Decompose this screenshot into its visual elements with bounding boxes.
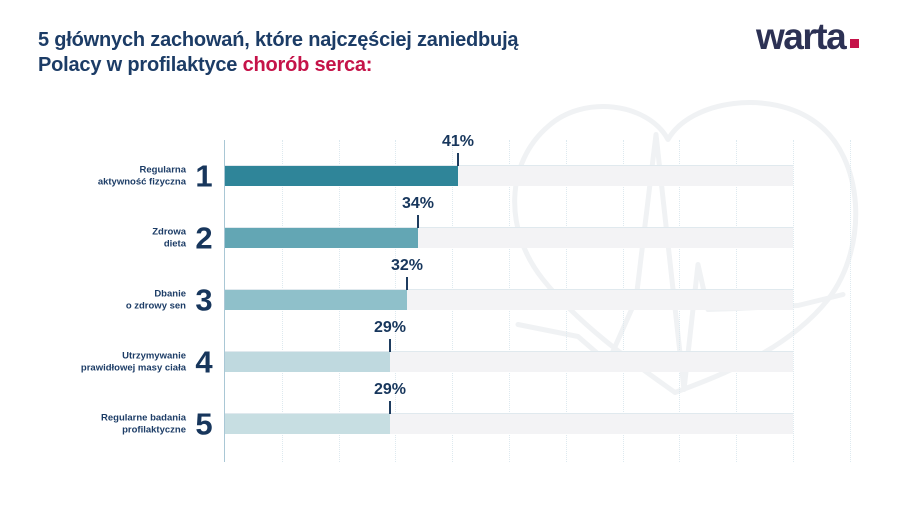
logo-text: warta: [756, 16, 847, 57]
rank-number: 2: [195, 220, 213, 256]
value-label: 34%: [401, 195, 435, 212]
rank-number: 5: [195, 406, 213, 442]
gridline: [850, 140, 851, 462]
value-tick: [389, 339, 391, 352]
value-label: 32%: [390, 257, 424, 274]
title-line1: 5 głównych zachowań, które najczęściej z…: [38, 29, 519, 51]
chart-row: Regularne badania profilaktyczne 5 29%: [0, 381, 900, 440]
chart-row: Utrzymywanie prawidłowej masy ciała 4 29%: [0, 319, 900, 378]
title-line2: Polacy w profilaktyce chorób serca:: [38, 54, 373, 76]
axis-line: [224, 140, 225, 462]
bar: [225, 352, 390, 372]
value-tick: [389, 401, 391, 414]
value-tick: [406, 277, 408, 290]
chart-row: Regularna aktywność fizyczna 1 41%: [0, 133, 900, 192]
gridline: [793, 140, 794, 462]
rank-number: 1: [195, 158, 213, 194]
bar: [225, 414, 390, 434]
page-title: 5 głównych zachowań, które najczęściej z…: [38, 28, 519, 78]
warta-logo: warta: [756, 16, 860, 57]
bar: [225, 290, 407, 310]
rank-number: 3: [195, 282, 213, 318]
title-highlight: chorób serca:: [242, 54, 373, 76]
value-tick: [457, 153, 459, 166]
category-label: Regularne badania profilaktyczne: [101, 412, 186, 436]
bar: [225, 166, 458, 186]
category-label: Zdrowa dieta: [152, 226, 186, 250]
value-tick: [417, 215, 419, 228]
rank-number: 4: [195, 344, 213, 380]
category-label: Dbanie o zdrowy sen: [125, 288, 186, 312]
value-label: 29%: [373, 381, 407, 398]
value-label: 41%: [441, 133, 475, 150]
category-label: Regularna aktywność fizyczna: [97, 164, 186, 188]
chart-row: Zdrowa dieta 2 34%: [0, 195, 900, 254]
bar: [225, 228, 418, 248]
heart-outline-icon: [512, 100, 859, 395]
category-label: Utrzymywanie prawidłowej masy ciała: [80, 350, 186, 374]
chart-row: Dbanie o zdrowy sen 3 32%: [0, 257, 900, 316]
logo-red-dot-icon: [850, 39, 860, 48]
value-label: 29%: [373, 319, 407, 336]
